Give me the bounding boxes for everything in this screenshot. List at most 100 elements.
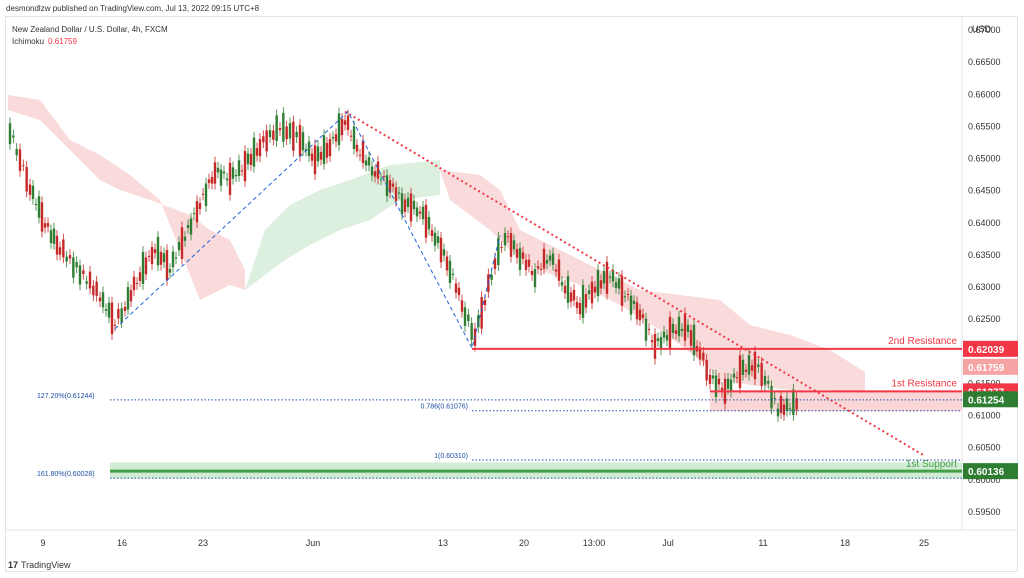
candle-body (147, 255, 151, 257)
candle-body (49, 230, 53, 244)
candle-body (358, 154, 362, 156)
candle-body (467, 314, 470, 322)
resistance-1-label: 1st Resistance (891, 378, 957, 389)
candle-body (714, 375, 718, 397)
candle-body (626, 293, 630, 295)
level-lines[interactable]: 2nd Resistance 1st Resistance 1st Support (110, 336, 962, 473)
candle-body (744, 369, 748, 372)
candle-body (497, 237, 500, 266)
tv-brand: TradingView (21, 560, 71, 570)
x-tick-label: Jul (662, 538, 674, 548)
cloud-bull (245, 160, 440, 290)
tradingview-logo[interactable]: 17 TradingView (8, 560, 71, 570)
candle-body (629, 295, 633, 315)
cloud-bear-1 (8, 95, 245, 300)
candle-body (168, 269, 172, 273)
price-badge-label: 0.61254 (968, 395, 1005, 406)
candle-body (216, 167, 220, 173)
candle-body (92, 285, 95, 296)
candle-body (483, 299, 487, 306)
candle-body (298, 124, 302, 156)
candle-body (138, 272, 142, 281)
y-tick-label: 0.60500 (968, 443, 1001, 453)
candle-body (400, 193, 404, 215)
candle-body (107, 302, 111, 318)
candle-body (590, 281, 594, 304)
axis-currency: USD (972, 24, 992, 34)
candle-body (436, 236, 440, 243)
candle-body (85, 281, 88, 284)
candle-body (340, 118, 344, 136)
y-tick-label: 0.64500 (968, 186, 1001, 196)
ichimoku-cloud (8, 95, 865, 392)
cloud-bear-2 (440, 170, 865, 392)
y-tick-label: 0.66000 (968, 89, 1001, 99)
candle-body (316, 146, 320, 162)
candle-body (650, 340, 654, 343)
candle-body (632, 300, 636, 304)
candle-body (587, 290, 591, 295)
candle-body (391, 183, 395, 187)
candle-body (328, 139, 332, 157)
y-tick-label: 0.65500 (968, 121, 1001, 131)
candle-body (506, 236, 510, 238)
candle-body (104, 309, 108, 311)
candle-body (665, 335, 669, 341)
candle-body (268, 130, 272, 138)
symbol-title[interactable]: New Zealand Dollar / U.S. Dollar, 4h, FX… (12, 25, 168, 34)
candle-body (490, 274, 493, 280)
x-tick-label: Jun (306, 538, 321, 548)
candle-body (554, 269, 558, 272)
candle-body (189, 218, 193, 235)
candle-body (680, 328, 684, 331)
candle-body (460, 300, 464, 312)
chart-legend: New Zealand Dollar / U.S. Dollar, 4h, FX… (12, 24, 168, 48)
candle-body (272, 130, 275, 140)
candle-body (282, 112, 285, 142)
candle-body (521, 252, 525, 259)
candle-body (451, 273, 455, 275)
candle-body (177, 242, 181, 251)
candle-body (605, 261, 609, 294)
candle-body (503, 233, 507, 246)
x-axis-ticks: 9 16 23 Jun 13 20 13:00 Jul 11 18 25 (40, 538, 929, 548)
candle-body (578, 302, 582, 315)
x-tick-label: 9 (40, 538, 45, 548)
candle-body (717, 378, 721, 385)
candle-body (530, 270, 534, 275)
fibonacci-labels: 127.20%(0.61244) 0.786(0.61076) 1(0.60310)… (37, 393, 962, 479)
candle-body (364, 160, 368, 166)
indicator-value: 0.61759 (48, 37, 77, 46)
candle-body (180, 227, 184, 259)
candle-body (763, 376, 767, 385)
y-tick-label: 0.64000 (968, 218, 1001, 228)
candle-body (150, 247, 154, 265)
candle-body (430, 230, 434, 237)
candle-body (563, 285, 567, 294)
support-1-label: 1st Support (906, 459, 957, 470)
candle-body (542, 248, 546, 269)
price-badge-label: 0.60136 (968, 467, 1005, 478)
candle-body (198, 203, 202, 209)
candle-body (575, 301, 579, 309)
candle-body (454, 283, 458, 293)
candle-body (219, 169, 223, 186)
candle-body (265, 130, 268, 152)
candle-body (68, 255, 72, 259)
candle-body (192, 213, 196, 215)
candle-body (25, 167, 28, 192)
candle-body (120, 308, 123, 323)
candle-body (477, 315, 480, 328)
candle-body (539, 268, 543, 270)
candle-body (174, 257, 178, 259)
candle-body (427, 217, 431, 230)
candle-body (275, 115, 278, 141)
indicator-legend[interactable]: Ichimoku 0.61759 (12, 36, 168, 48)
candle-body (162, 253, 166, 263)
candle-body (379, 179, 383, 181)
candle-body (551, 253, 555, 265)
candle-body (195, 201, 199, 223)
candle-body (608, 276, 612, 278)
candle-body (349, 135, 353, 137)
